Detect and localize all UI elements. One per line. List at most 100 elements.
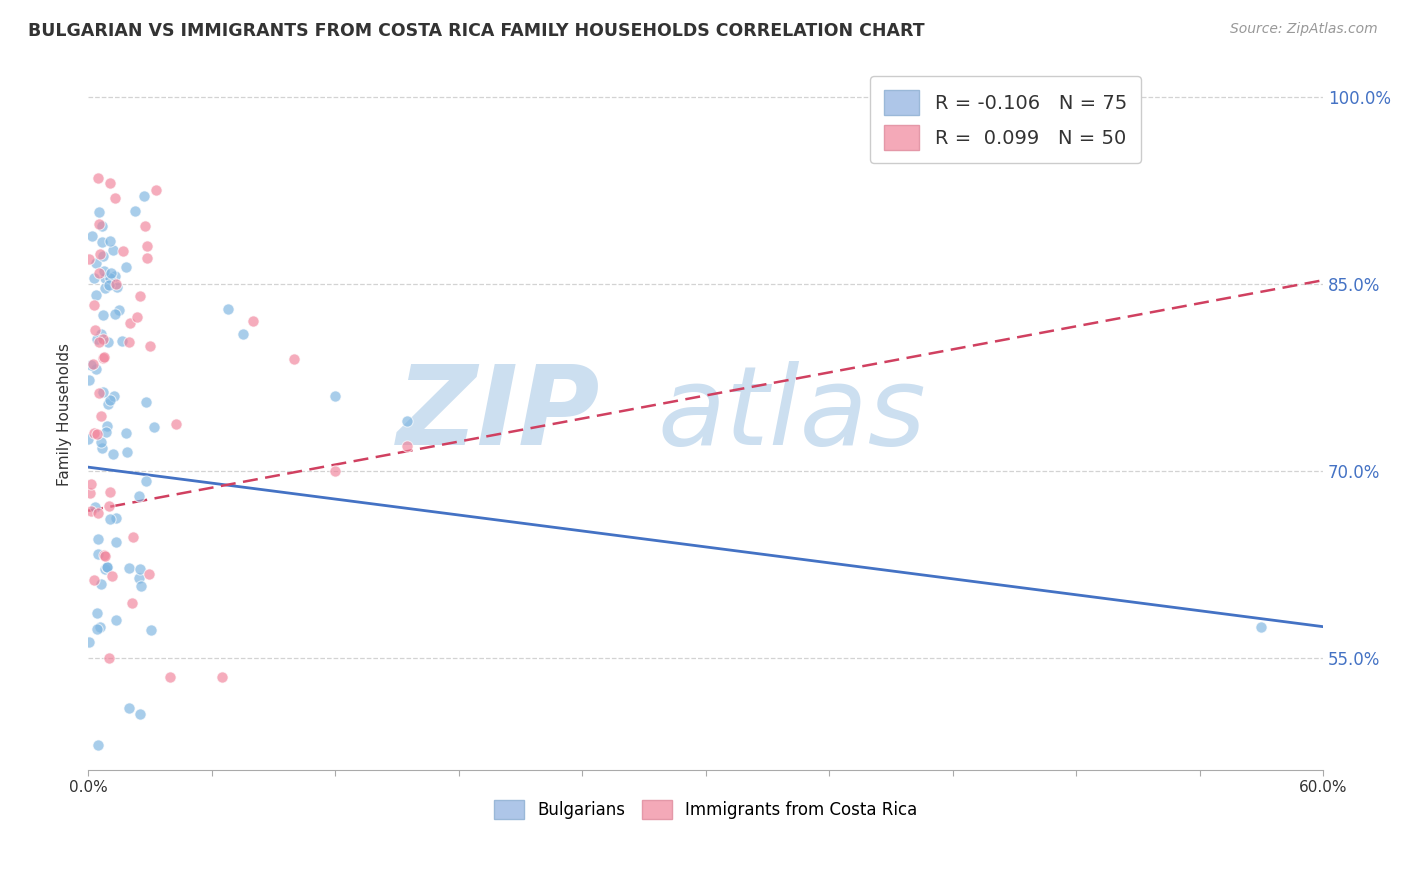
Point <box>82 357 104 371</box>
Point <box>91 384 114 399</box>
Point <box>97 334 120 349</box>
Point <box>115 260 138 274</box>
Point <box>77 373 100 387</box>
Point <box>231 326 253 341</box>
Point <box>128 562 150 576</box>
Point <box>104 191 127 205</box>
Point <box>94 562 117 576</box>
Point <box>86 427 108 442</box>
Point <box>129 579 152 593</box>
Point <box>242 314 264 328</box>
Point <box>87 507 110 521</box>
Point <box>80 229 103 244</box>
Point <box>90 235 112 249</box>
Point <box>134 219 156 233</box>
Y-axis label: Family Households: Family Households <box>58 343 72 486</box>
Point <box>100 266 122 280</box>
Point <box>98 271 121 285</box>
Point <box>97 650 120 665</box>
Point <box>396 414 419 428</box>
Point <box>145 183 167 197</box>
Point <box>128 570 150 584</box>
Point <box>118 561 141 575</box>
Point <box>84 500 107 514</box>
Point <box>87 532 110 546</box>
Point <box>132 188 155 202</box>
Point <box>103 389 125 403</box>
Point <box>136 238 159 252</box>
Point <box>77 432 100 446</box>
Point <box>135 395 157 409</box>
Point <box>90 434 112 449</box>
Legend: Bulgarians, Immigrants from Costa Rica: Bulgarians, Immigrants from Costa Rica <box>488 793 924 826</box>
Point <box>77 252 100 266</box>
Text: BULGARIAN VS IMMIGRANTS FROM COSTA RICA FAMILY HOUSEHOLDS CORRELATION CHART: BULGARIAN VS IMMIGRANTS FROM COSTA RICA … <box>28 22 925 40</box>
Point <box>87 266 110 280</box>
Point <box>91 248 114 262</box>
Point <box>80 504 103 518</box>
Point <box>96 419 118 434</box>
Point <box>91 308 114 322</box>
Point <box>89 619 111 633</box>
Point <box>120 316 142 330</box>
Point <box>104 307 127 321</box>
Point <box>86 622 108 636</box>
Point <box>86 256 108 270</box>
Point <box>87 547 110 561</box>
Text: ZIP: ZIP <box>396 361 600 468</box>
Point <box>79 486 101 500</box>
Point <box>118 700 141 714</box>
Point <box>93 271 115 285</box>
Point <box>90 219 112 233</box>
Point <box>138 567 160 582</box>
Point <box>86 607 108 621</box>
Point <box>93 281 115 295</box>
Point <box>122 530 145 544</box>
Point <box>139 339 162 353</box>
Point <box>323 464 346 478</box>
Point <box>89 205 111 219</box>
Point <box>121 596 143 610</box>
Point <box>89 386 111 401</box>
Point <box>1250 620 1272 634</box>
Point <box>323 389 346 403</box>
Point <box>111 334 134 349</box>
Point <box>83 425 105 440</box>
Point <box>96 560 118 574</box>
Point <box>93 263 115 277</box>
Point <box>90 441 112 455</box>
Point <box>139 623 162 637</box>
Point <box>105 511 128 525</box>
Point <box>104 613 127 627</box>
Point <box>107 302 129 317</box>
Point <box>84 287 107 301</box>
Point <box>89 247 111 261</box>
Point <box>98 485 121 500</box>
Point <box>87 171 110 186</box>
Point <box>135 251 157 265</box>
Point <box>90 577 112 591</box>
Point <box>87 217 110 231</box>
Point <box>80 477 103 491</box>
Point <box>98 234 121 248</box>
Point <box>97 499 120 513</box>
Point <box>98 176 121 190</box>
Point <box>83 573 105 587</box>
Point <box>79 635 101 649</box>
Point <box>97 397 120 411</box>
Point <box>283 351 305 366</box>
Point <box>93 549 115 563</box>
Point <box>128 706 150 721</box>
Point <box>98 512 121 526</box>
Point <box>87 738 110 752</box>
Point <box>84 361 107 376</box>
Point <box>83 271 105 285</box>
Point <box>128 289 150 303</box>
Point <box>96 560 118 574</box>
Point <box>93 350 115 364</box>
Point <box>143 420 166 434</box>
Point <box>115 444 138 458</box>
Point <box>135 474 157 488</box>
Point <box>128 489 150 503</box>
Point <box>101 243 124 257</box>
